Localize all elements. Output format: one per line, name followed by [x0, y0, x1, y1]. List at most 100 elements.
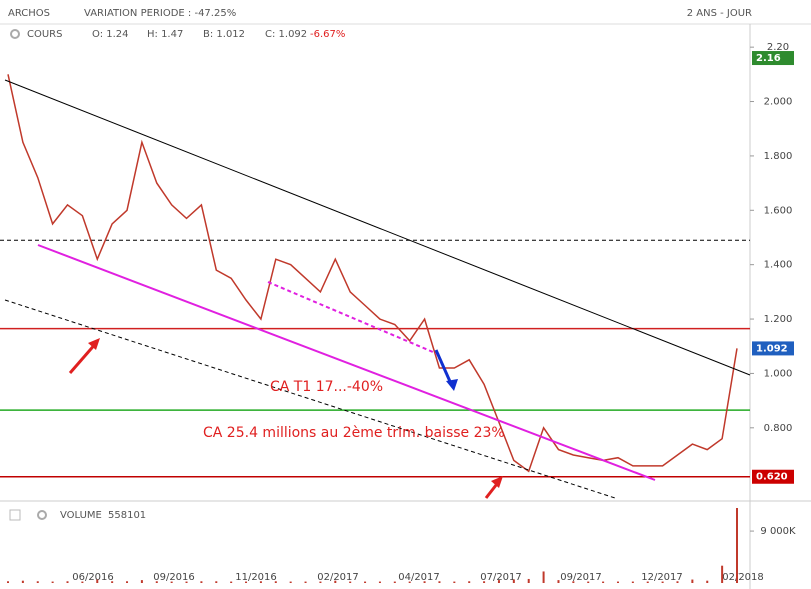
price-badge-label: 0.620	[756, 472, 788, 483]
volume-bar	[81, 581, 84, 583]
chart-title: ARCHOS	[8, 8, 50, 19]
ohlc-close: C: 1.092	[265, 29, 307, 40]
x-tick-label: 06/2016	[72, 572, 114, 583]
arrow-head	[88, 338, 100, 350]
price-badge	[752, 469, 794, 484]
y-tick-label: 1.800	[764, 151, 793, 162]
volume-bar	[572, 581, 575, 583]
price-badge-label: 2.16	[756, 53, 781, 64]
price-badge-label: 1.092	[756, 343, 788, 354]
volume-bar	[378, 581, 381, 583]
price-badge	[752, 51, 794, 66]
ohlc-low: B: 1.012	[203, 29, 245, 40]
x-tick-label: 12/2017	[641, 572, 683, 583]
volume-bar	[631, 581, 634, 583]
volume-bar	[319, 581, 322, 583]
volume-bar	[423, 581, 426, 583]
volume-bar	[215, 581, 218, 583]
volume-bar	[349, 581, 352, 583]
y-tick-label: 2.20	[767, 42, 789, 53]
ohlc-open: O: 1.24	[92, 29, 129, 40]
y-tick-label: 1.000	[764, 368, 793, 379]
series-label: COURS	[27, 29, 62, 40]
y-tick-label: 1.600	[764, 205, 793, 216]
price-badge	[752, 341, 794, 356]
volume-bar	[468, 581, 471, 583]
volume-bar	[602, 581, 605, 583]
volume-label: VOLUME	[60, 510, 102, 521]
volume-bar	[364, 581, 367, 583]
trend-line	[4, 299, 616, 499]
volume-bar	[661, 581, 664, 583]
volume-bar	[200, 581, 203, 583]
annotation: CA 25.4 millions au 2ème trim. baisse 23…	[203, 425, 505, 441]
close-icon[interactable]	[9, 509, 21, 521]
volume-bar	[721, 565, 724, 583]
y-tick-label: 2.000	[764, 97, 793, 108]
x-tick-label: 09/2017	[560, 572, 602, 583]
volume-bar	[21, 580, 24, 583]
volume-bar	[245, 581, 248, 583]
volume-bar	[676, 581, 679, 583]
volume-bar	[126, 581, 129, 583]
volume-last: 558101	[108, 510, 146, 521]
price-line	[7, 74, 738, 473]
volume-bar	[691, 579, 694, 583]
volume-bar	[706, 580, 709, 583]
subtitle: VARIATION PERIODE : -47.25%	[84, 8, 236, 19]
x-tick-label: 11/2016	[235, 572, 277, 583]
volume-bar	[96, 579, 99, 583]
y-tick-label: 0.800	[764, 423, 793, 434]
volume-bar	[289, 581, 292, 583]
x-tick-label: 07/2017	[480, 572, 522, 583]
volume-bar	[155, 581, 158, 583]
volume-bar	[51, 581, 54, 583]
x-tick-label: 02/2017	[317, 572, 359, 583]
x-tick-label: 09/2016	[153, 572, 195, 583]
volume-bar	[304, 581, 307, 583]
volume-bar	[646, 581, 649, 583]
settings-icon[interactable]	[10, 29, 20, 39]
volume-bar	[36, 581, 39, 583]
volume-bar	[736, 508, 738, 583]
y-tick-label: 9 000K	[760, 526, 796, 537]
volume-bar	[230, 581, 233, 583]
volume-bar	[393, 581, 396, 583]
volume-bar	[7, 581, 9, 583]
y-tick-label: 1.400	[764, 260, 793, 271]
x-tick-label: 02/2018	[722, 572, 764, 583]
volume-bar	[616, 581, 619, 583]
volume-bar	[512, 579, 515, 583]
volume-bar	[185, 581, 188, 583]
volume-bar	[111, 581, 114, 583]
period[interactable]: 2 ANS - JOUR	[687, 8, 752, 19]
volume-bar	[408, 581, 411, 583]
volume-bar	[140, 580, 143, 583]
volume-bar	[274, 581, 277, 583]
volume-bar	[483, 581, 486, 583]
arrow	[434, 349, 454, 387]
arrow	[68, 341, 99, 374]
volume-bar	[557, 580, 560, 583]
trend-line	[267, 281, 441, 356]
annotation: CA T1 17...-40%	[270, 379, 383, 395]
volume-bar	[542, 571, 545, 583]
ohlc-high: H: 1.47	[147, 29, 183, 40]
volume-bar	[438, 581, 441, 583]
volume-bar	[587, 581, 590, 583]
trend-line	[4, 79, 751, 376]
x-tick-label: 04/2017	[398, 572, 440, 583]
arrow-head	[446, 379, 458, 391]
settings-icon[interactable]	[37, 510, 47, 520]
volume-bar	[497, 580, 500, 583]
change: -6.67%	[310, 29, 345, 40]
arrow-head	[491, 476, 503, 488]
volume-bar	[334, 580, 337, 583]
volume-bar	[170, 581, 173, 583]
volume-bar	[259, 581, 262, 583]
y-tick-label: 1.200	[764, 314, 793, 325]
trend-line	[37, 244, 656, 481]
volume-bar	[66, 581, 69, 583]
